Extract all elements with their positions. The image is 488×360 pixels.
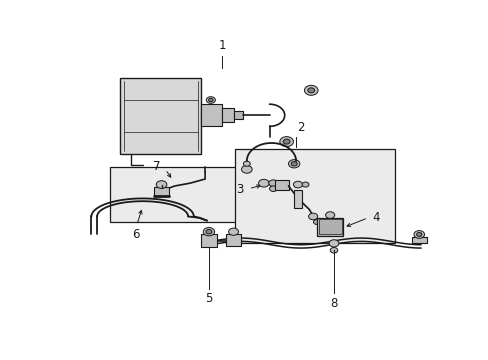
Circle shape xyxy=(208,98,213,102)
Circle shape xyxy=(283,139,289,144)
Circle shape xyxy=(302,182,308,187)
Circle shape xyxy=(416,233,421,237)
Bar xyxy=(201,234,216,247)
Text: 8: 8 xyxy=(329,297,337,310)
Text: 3: 3 xyxy=(236,183,244,196)
Circle shape xyxy=(279,136,293,147)
Bar xyxy=(233,111,243,120)
Circle shape xyxy=(413,231,424,238)
Circle shape xyxy=(268,180,277,186)
Bar xyxy=(201,104,222,126)
Text: 5: 5 xyxy=(205,292,212,305)
Circle shape xyxy=(304,85,317,95)
Bar xyxy=(411,237,426,243)
Bar xyxy=(235,149,394,243)
Bar xyxy=(120,78,201,154)
Bar xyxy=(316,218,343,236)
Circle shape xyxy=(269,186,277,192)
Circle shape xyxy=(288,159,299,168)
Circle shape xyxy=(205,229,211,234)
Circle shape xyxy=(228,228,238,235)
Circle shape xyxy=(203,228,214,236)
Circle shape xyxy=(328,240,338,247)
Text: 4: 4 xyxy=(372,211,379,224)
Bar xyxy=(318,219,341,234)
Circle shape xyxy=(290,162,297,166)
Circle shape xyxy=(329,247,337,253)
Bar xyxy=(275,180,288,190)
Text: 2: 2 xyxy=(297,121,304,134)
Text: 7: 7 xyxy=(153,160,160,173)
Text: 6: 6 xyxy=(132,228,139,241)
Circle shape xyxy=(307,88,314,93)
Circle shape xyxy=(243,161,250,166)
Circle shape xyxy=(308,213,317,220)
Circle shape xyxy=(325,212,334,219)
Bar xyxy=(294,190,301,208)
Bar xyxy=(154,187,169,195)
Circle shape xyxy=(293,181,302,188)
Circle shape xyxy=(156,181,166,188)
Circle shape xyxy=(241,166,252,173)
Circle shape xyxy=(313,220,320,225)
Bar xyxy=(110,167,333,222)
Bar xyxy=(225,234,241,246)
Circle shape xyxy=(206,97,215,103)
Bar xyxy=(222,108,233,122)
Circle shape xyxy=(258,179,268,187)
Text: 1: 1 xyxy=(218,39,225,52)
